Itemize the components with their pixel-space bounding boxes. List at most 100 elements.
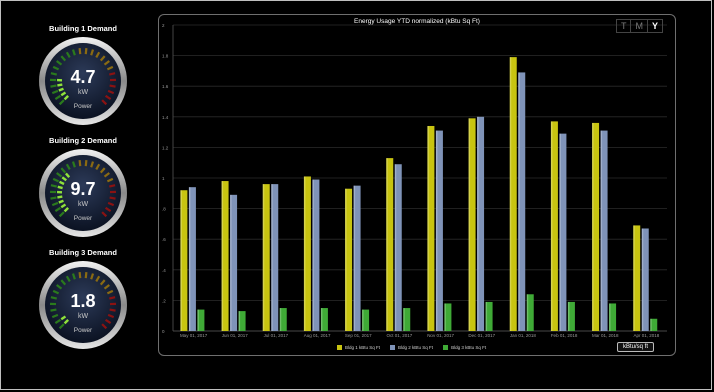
bar-highlight: [230, 194, 232, 331]
gauge-tick: [104, 94, 112, 101]
bar-bldg-3[interactable]: [238, 311, 246, 331]
bar-highlight: [509, 57, 512, 331]
y-tick-label: 1.2: [162, 145, 169, 150]
chart-legend: Bldg 1 kBtu Sq Ft Bldg 2 kBtu Sq Ft Bldg…: [337, 345, 486, 350]
gauge-tick: [90, 49, 95, 56]
gauge-tick: [84, 48, 88, 55]
bar-highlight: [641, 228, 644, 331]
bar-bldg-2[interactable]: [230, 194, 238, 331]
gauge-tick: [50, 196, 57, 200]
bar-bldg-2[interactable]: [188, 187, 196, 331]
bar-bldg-3[interactable]: [320, 308, 328, 331]
gauge-level-bar: [60, 91, 67, 97]
bar-highlight: [180, 190, 182, 331]
gauge-unit: kW: [77, 201, 89, 208]
bar-bldg-2[interactable]: [641, 228, 649, 331]
bar-bldg-2[interactable]: [394, 164, 402, 331]
period-tab-m[interactable]: M: [630, 20, 647, 32]
gauge-tick: [101, 323, 108, 330]
bar-bldg-1[interactable]: [386, 158, 394, 331]
bar-bldg-2[interactable]: [271, 184, 279, 331]
legend-item-bldg-3[interactable]: Bldg 3 kBtu Sq Ft: [443, 345, 486, 350]
bar-bldg-2[interactable]: [600, 130, 608, 331]
bar-bldg-1[interactable]: [509, 57, 517, 331]
gauge-tick: [99, 279, 106, 286]
bar-bldg-1[interactable]: [427, 125, 435, 331]
gauge-tick: [99, 55, 106, 62]
gauge-tick: [107, 201, 115, 207]
period-selector: T M Y: [615, 19, 663, 33]
bar-highlight: [600, 130, 603, 331]
bar-highlight: [320, 308, 323, 331]
y-tick-label: 2: [162, 23, 165, 28]
bar-bldg-3[interactable]: [279, 308, 287, 331]
gauge-tick: [90, 161, 95, 168]
bar-bldg-3[interactable]: [567, 301, 575, 331]
bar-bldg-3[interactable]: [650, 318, 658, 331]
gauge-tick: [78, 272, 82, 279]
legend-item-bldg-1[interactable]: Bldg 1 kBtu Sq Ft: [337, 345, 380, 350]
legend-label: Bldg 2 kBtu Sq Ft: [398, 345, 434, 350]
bar-highlight: [435, 130, 438, 331]
bar-bldg-3[interactable]: [403, 308, 411, 331]
bar-bldg-3[interactable]: [197, 309, 205, 331]
gauge-title: Building 1 Demand: [49, 24, 117, 33]
bar-bldg-3[interactable]: [485, 301, 493, 331]
bar-bldg-1[interactable]: [592, 122, 600, 331]
bar-bldg-1[interactable]: [303, 176, 311, 331]
bar-highlight: [559, 133, 561, 331]
gauge-tick: [51, 201, 59, 207]
bar-bldg-3[interactable]: [362, 309, 370, 331]
bar-highlight: [271, 184, 273, 331]
bar-bldg-1[interactable]: [221, 181, 229, 331]
bar-highlight: [444, 303, 446, 331]
gauge-level-bar: [63, 319, 69, 325]
bar-bldg-3[interactable]: [444, 303, 452, 331]
bar-bldg-1[interactable]: [262, 184, 270, 331]
bar-bldg-1[interactable]: [468, 118, 476, 331]
gauge-label: Power: [73, 327, 93, 334]
bar-bldg-1[interactable]: [180, 190, 188, 331]
bar-bldg-2[interactable]: [312, 179, 320, 331]
gauge-level-bar: [65, 172, 71, 178]
gauge-tick: [54, 206, 62, 213]
bar-bldg-1[interactable]: [345, 188, 353, 331]
period-tab-y[interactable]: Y: [646, 20, 662, 32]
bar-highlight: [238, 311, 241, 331]
gauge-level-bar: [60, 203, 67, 209]
period-tab-t[interactable]: T: [620, 21, 627, 31]
gauge-tick: [103, 172, 110, 178]
bar-bldg-2[interactable]: [518, 72, 526, 332]
bar-bldg-2[interactable]: [477, 116, 485, 331]
x-tick-label: Aug 01, 2017: [304, 333, 331, 338]
x-tick-label: Jan 01, 2018: [510, 333, 537, 338]
gauge-level-bar: [57, 185, 63, 190]
building-2-demand-gauge: Building 2 Demand 9.7 kW Power: [30, 136, 136, 238]
bar-bldg-3[interactable]: [526, 294, 534, 331]
gauge-dial: 1.8 kW Power: [38, 260, 128, 350]
x-tick-label: Mar 01, 2018: [592, 333, 619, 338]
gauge-tick: [109, 308, 116, 312]
legend-item-bldg-2[interactable]: Bldg 2 kBtu Sq Ft: [390, 345, 433, 350]
bar-highlight: [633, 225, 635, 331]
gauge-level-bar: [63, 95, 69, 101]
gauge-tick: [101, 211, 108, 218]
gauge-face: [45, 155, 121, 231]
bar-bldg-2[interactable]: [559, 133, 567, 331]
y-tick-label: .4: [162, 268, 166, 273]
unit-button[interactable]: kBtu/sq ft: [617, 342, 655, 352]
gauge-value: 9.7: [70, 179, 96, 199]
bar-bldg-2[interactable]: [435, 130, 443, 331]
bar-bldg-1[interactable]: [633, 225, 641, 331]
bar-highlight: [353, 185, 356, 331]
gauge-level-bar: [63, 207, 69, 213]
bar-highlight: [345, 188, 347, 331]
x-tick-label: Jul 01, 2017: [264, 333, 289, 338]
gauge-tick: [65, 51, 71, 59]
gauge-tick: [60, 167, 67, 174]
bar-highlight: [526, 294, 529, 331]
bar-bldg-1[interactable]: [550, 121, 558, 331]
bar-bldg-2[interactable]: [353, 185, 361, 331]
gauge-tick: [58, 211, 65, 218]
bar-bldg-3[interactable]: [609, 303, 617, 331]
